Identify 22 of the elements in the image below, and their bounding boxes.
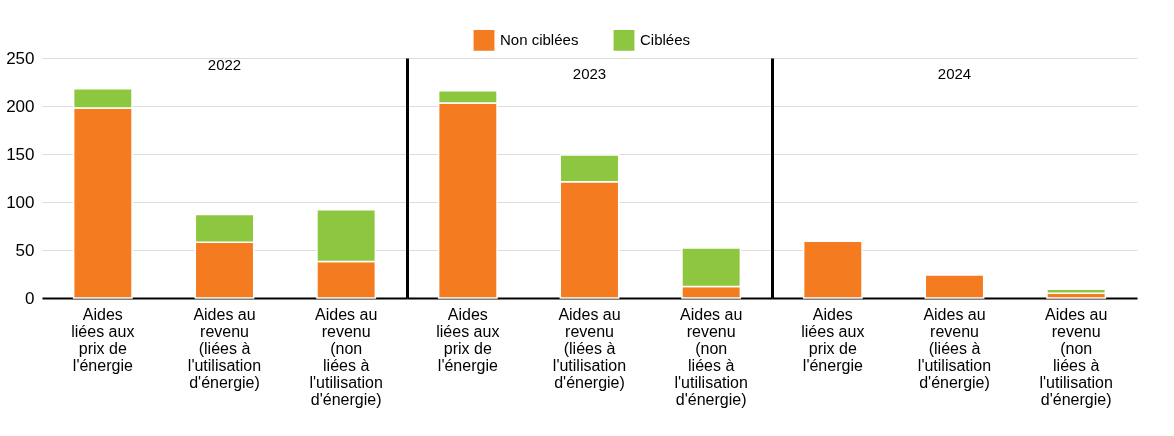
x-tick-label: Aides au revenu (non liées à l'utilisation d'énergie) [1039, 305, 1113, 408]
chart-title: 2024 [937, 65, 972, 82]
y-tick-label: 50 [15, 240, 35, 260]
y-tick-label: 200 [6, 96, 35, 116]
x-tick-label: Aides liées aux prix de l'énergie [436, 305, 500, 374]
y-tick-label: 150 [6, 144, 35, 164]
x-tick-label: Aides au revenu (liées à l'utilisation d'énergie) [187, 305, 262, 391]
legend-label: Non ciblées [500, 31, 579, 49]
y-tick-label: 100 [6, 192, 35, 212]
legend-label: Ciblées [640, 31, 691, 49]
chart-title: 2022 [207, 56, 242, 73]
x-tick-label: Aides au revenu (liées à l'utilisation d'énergie) [917, 305, 992, 391]
y-tick-label: 0 [25, 288, 35, 308]
x-tick-label: Aides liées aux prix de l'énergie [71, 305, 135, 374]
bar [924, 274, 985, 299]
x-tick-label: Aides au revenu (non liées à l'utilisation d'énergie) [309, 305, 383, 408]
chart-title: 2023 [572, 65, 607, 82]
x-tick-label: Aides liées aux prix de l'énergie [801, 305, 865, 374]
bar [802, 240, 863, 299]
x-tick-label: Aides au revenu (liées à l'utilisation d'énergie) [552, 305, 627, 391]
y-tick-label: 250 [6, 48, 35, 68]
x-tick-label: Aides au revenu (non liées à l'utilisation d'énergie) [674, 305, 748, 408]
